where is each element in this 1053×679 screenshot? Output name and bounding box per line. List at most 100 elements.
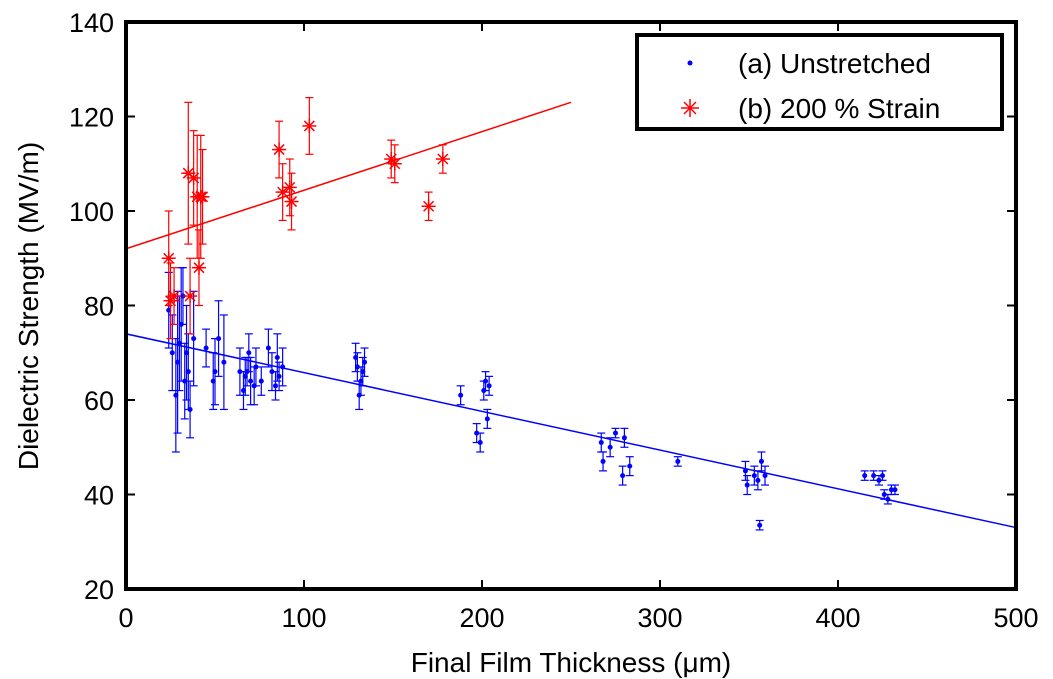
data-point-strain <box>387 144 402 184</box>
y-tick-labels: 20 40 60 80 100 120 140 <box>69 8 114 605</box>
point-marker <box>744 482 750 488</box>
point-marker <box>880 473 885 479</box>
data-point-unstretched <box>273 333 282 382</box>
point-marker <box>274 354 280 360</box>
x-tick-label: 100 <box>281 603 326 633</box>
point-marker <box>265 345 271 351</box>
data-point-unstretched <box>483 408 492 429</box>
point-marker <box>627 463 633 469</box>
y-tick-label: 20 <box>84 575 114 605</box>
data-point-unstretched <box>860 470 869 481</box>
data-point-unstretched <box>214 300 223 377</box>
point-marker <box>362 359 368 365</box>
point-marker <box>458 392 464 398</box>
data-point-unstretched <box>620 427 629 448</box>
data-point-unstretched <box>750 465 759 486</box>
legend-box <box>635 33 1004 131</box>
point-marker <box>758 458 764 464</box>
y-axis-title: Dielectric Strength (MV/m) <box>13 142 44 470</box>
point-marker <box>620 473 626 479</box>
data-point-strain <box>161 210 176 307</box>
data-point-strain <box>183 257 198 335</box>
data-point-unstretched <box>219 314 228 411</box>
data-point-unstretched <box>741 460 750 481</box>
data-point-unstretched <box>360 347 369 377</box>
data-point-unstretched <box>761 465 770 486</box>
data-point-strain <box>282 158 297 217</box>
data-point-unstretched <box>625 456 634 477</box>
data-point-strain <box>384 139 399 179</box>
data-point-unstretched <box>180 342 189 420</box>
data-point-strain <box>284 172 299 231</box>
point-marker <box>600 458 606 464</box>
data-point-unstretched <box>189 290 198 387</box>
point-marker <box>248 378 254 384</box>
data-point-strain <box>191 229 206 307</box>
point-marker <box>598 440 604 446</box>
point-marker <box>253 364 259 370</box>
point-marker <box>607 444 613 450</box>
legend-label-strain: (b) 200 % Strain <box>738 93 940 124</box>
fit-line-unstretched <box>125 333 1017 529</box>
data-point-unstretched <box>597 432 606 453</box>
data-point-strain <box>435 144 450 174</box>
legend-label-unstretched: (a) Unstretched <box>738 48 931 79</box>
data-point-unstretched <box>481 371 490 392</box>
point-marker <box>621 435 627 441</box>
point-marker <box>246 350 252 356</box>
data-point-unstretched <box>186 380 195 439</box>
point-marker <box>757 522 763 528</box>
series-strain <box>161 96 450 340</box>
data-point-unstretched <box>171 337 180 453</box>
data-point-unstretched <box>606 437 615 458</box>
data-point-unstretched <box>611 427 620 439</box>
point-marker <box>273 144 285 156</box>
x-tick-label: 300 <box>637 603 682 633</box>
fit-lines <box>125 101 1017 529</box>
point-marker <box>675 458 681 464</box>
legend-dot-icon <box>687 60 693 66</box>
point-marker <box>193 262 205 274</box>
data-point-unstretched <box>278 347 287 387</box>
fit-line-strain <box>125 101 572 250</box>
point-marker <box>892 487 898 493</box>
point-marker <box>276 373 282 379</box>
point-marker <box>486 383 492 389</box>
x-tick-label: 400 <box>815 603 860 633</box>
y-tick-label: 120 <box>69 103 114 133</box>
point-marker <box>169 350 175 356</box>
data-point-unstretched <box>869 470 878 481</box>
y-tick-label: 80 <box>84 292 114 322</box>
data-point-strain <box>421 191 436 222</box>
point-marker <box>168 290 180 302</box>
data-point-unstretched <box>244 333 253 373</box>
y-tick-label: 100 <box>69 197 114 227</box>
data-point-unstretched <box>246 356 255 406</box>
data-point-unstretched <box>257 366 266 396</box>
data-point-unstretched <box>184 333 193 411</box>
data-point-unstretched <box>182 304 191 401</box>
point-marker <box>277 186 289 198</box>
point-marker <box>477 440 483 446</box>
data-point-unstretched <box>599 451 608 472</box>
point-marker <box>303 120 315 132</box>
y-tick-label: 60 <box>84 386 114 416</box>
point-marker <box>751 473 757 479</box>
data-point-unstretched <box>211 337 219 406</box>
data-point-strain <box>275 163 290 222</box>
point-marker <box>423 200 435 212</box>
point-marker <box>871 473 877 479</box>
point-marker <box>484 416 490 422</box>
point-marker <box>284 181 296 193</box>
point-marker <box>286 196 298 208</box>
data-point-unstretched <box>743 475 752 496</box>
data-point-unstretched <box>890 484 899 496</box>
data-point-strain <box>167 267 182 325</box>
point-marker <box>885 496 891 502</box>
series-unstretched <box>164 267 899 531</box>
data-point-unstretched <box>755 519 764 531</box>
point-marker <box>280 364 286 370</box>
data-point-unstretched <box>456 385 465 406</box>
data-point-unstretched <box>271 371 280 401</box>
